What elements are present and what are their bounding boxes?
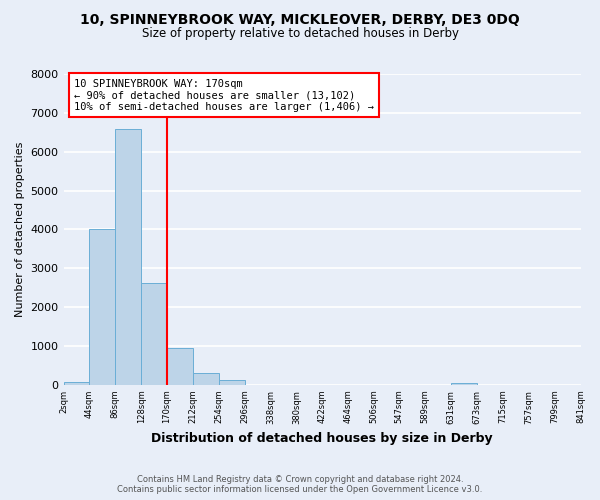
Bar xyxy=(141,283,167,385)
Bar xyxy=(451,383,477,385)
Text: Contains public sector information licensed under the Open Government Licence v3: Contains public sector information licen… xyxy=(118,485,482,494)
Bar xyxy=(167,348,193,385)
Text: 10, SPINNEYBROOK WAY, MICKLEOVER, DERBY, DE3 0DQ: 10, SPINNEYBROOK WAY, MICKLEOVER, DERBY,… xyxy=(80,12,520,26)
Text: Contains HM Land Registry data © Crown copyright and database right 2024.: Contains HM Land Registry data © Crown c… xyxy=(137,475,463,484)
Bar xyxy=(219,380,245,385)
Bar xyxy=(89,230,115,385)
X-axis label: Distribution of detached houses by size in Derby: Distribution of detached houses by size … xyxy=(151,432,493,445)
Y-axis label: Number of detached properties: Number of detached properties xyxy=(15,142,25,317)
Bar xyxy=(193,373,219,385)
Text: 10 SPINNEYBROOK WAY: 170sqm
← 90% of detached houses are smaller (13,102)
10% of: 10 SPINNEYBROOK WAY: 170sqm ← 90% of det… xyxy=(74,78,374,112)
Bar xyxy=(64,382,89,385)
Text: Size of property relative to detached houses in Derby: Size of property relative to detached ho… xyxy=(142,28,458,40)
Bar xyxy=(115,129,141,385)
